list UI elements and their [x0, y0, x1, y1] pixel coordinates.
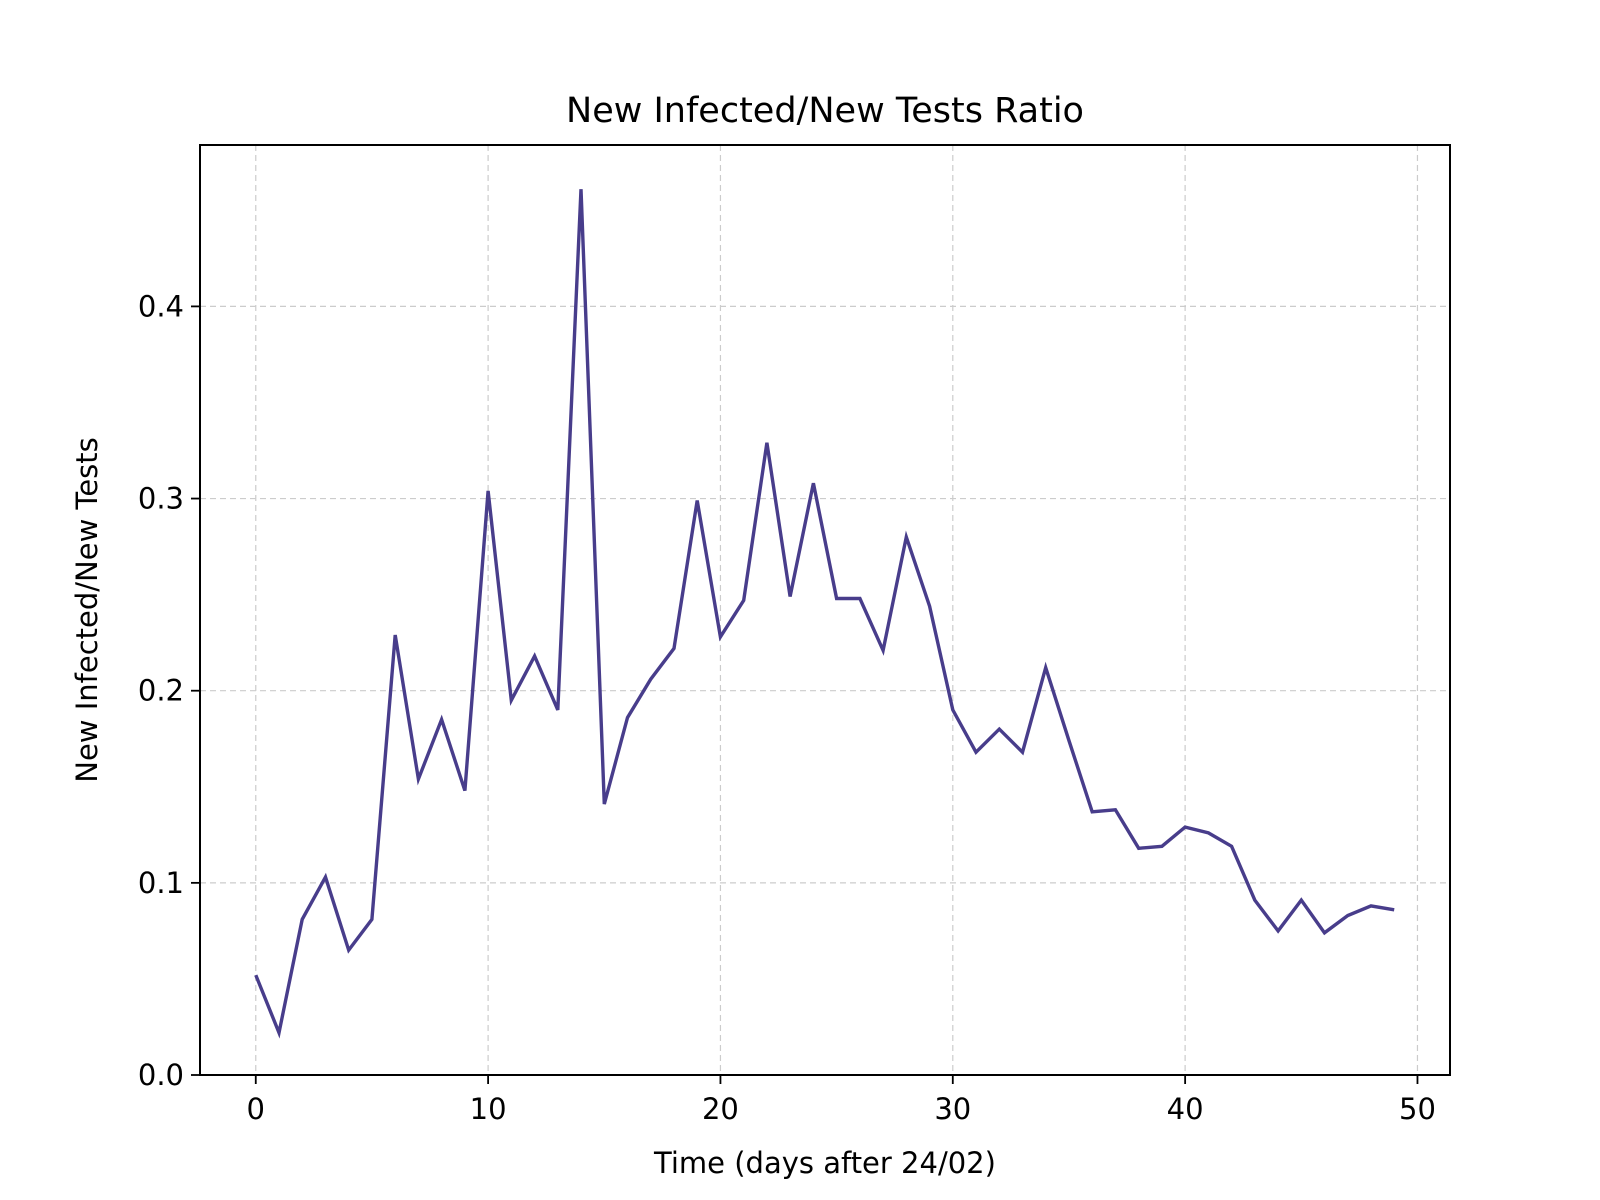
x-tick-label: 10: [470, 1092, 507, 1126]
x-tick-label: 50: [1399, 1092, 1436, 1126]
chart-title: New Infected/New Tests Ratio: [566, 91, 1084, 131]
x-tick-label: 20: [702, 1092, 739, 1126]
x-tick-label: 40: [1167, 1092, 1204, 1126]
grid-lines: [200, 145, 1450, 1075]
y-axis-ticks: 0.0 0.1 0.2 0.3 0.4: [138, 289, 200, 1092]
x-tick-label: 0: [247, 1092, 265, 1126]
series-line: [254, 189, 1395, 1039]
y-tick-label: 0.1: [138, 866, 184, 900]
y-tick-label: 0.2: [138, 674, 184, 708]
y-axis-label: New Infected/New Tests: [70, 437, 104, 782]
x-axis-label: Time (days after 24/02): [653, 1146, 996, 1180]
y-tick-label: 0.3: [138, 482, 184, 516]
x-axis-ticks: 0 10 20 30 40 50: [247, 1075, 1436, 1126]
plot-series: [254, 189, 1395, 1039]
plot-area-frame: [199, 144, 1451, 1076]
y-tick-label: 0.4: [138, 289, 184, 323]
y-tick-label: 0.0: [138, 1058, 184, 1092]
x-tick-label: 30: [934, 1092, 971, 1126]
